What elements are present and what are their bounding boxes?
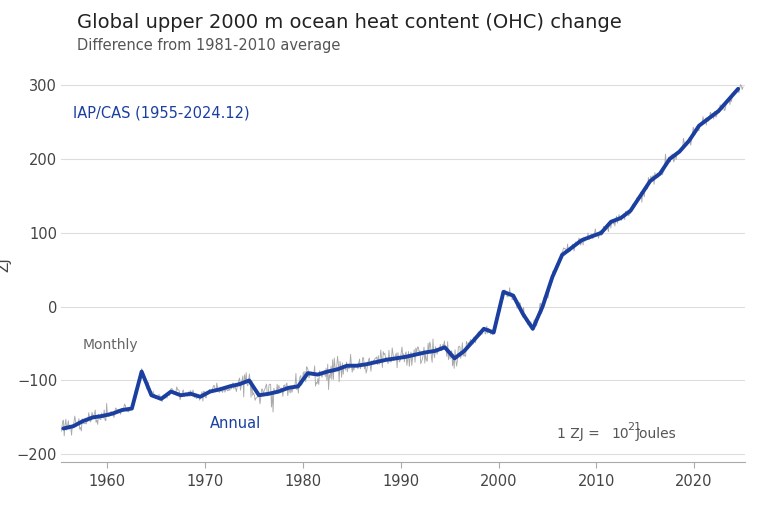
Text: Monthly: Monthly — [83, 338, 138, 352]
Text: 21: 21 — [627, 422, 642, 432]
Y-axis label: ZJ: ZJ — [0, 257, 12, 271]
Text: Annual: Annual — [210, 416, 261, 431]
Text: Joules: Joules — [635, 427, 676, 441]
Text: Global upper 2000 m ocean heat content (OHC) change: Global upper 2000 m ocean heat content (… — [77, 13, 621, 32]
Text: IAP/CAS (1955-2024.12): IAP/CAS (1955-2024.12) — [73, 106, 250, 121]
Text: 1 ZJ =: 1 ZJ = — [558, 427, 604, 441]
Text: Difference from 1981-2010 average: Difference from 1981-2010 average — [77, 38, 340, 53]
Text: 10: 10 — [611, 427, 629, 441]
